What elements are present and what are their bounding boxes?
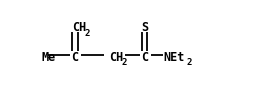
Text: CH: CH [109,51,123,64]
Text: S: S [141,21,148,34]
Text: CH: CH [72,21,86,34]
Text: 2: 2 [187,58,192,67]
Text: 2: 2 [121,58,126,67]
Text: 2: 2 [84,29,90,38]
Text: NEt: NEt [164,51,185,64]
Text: C: C [141,51,148,64]
Text: C: C [71,51,78,64]
Text: Me: Me [41,51,55,64]
